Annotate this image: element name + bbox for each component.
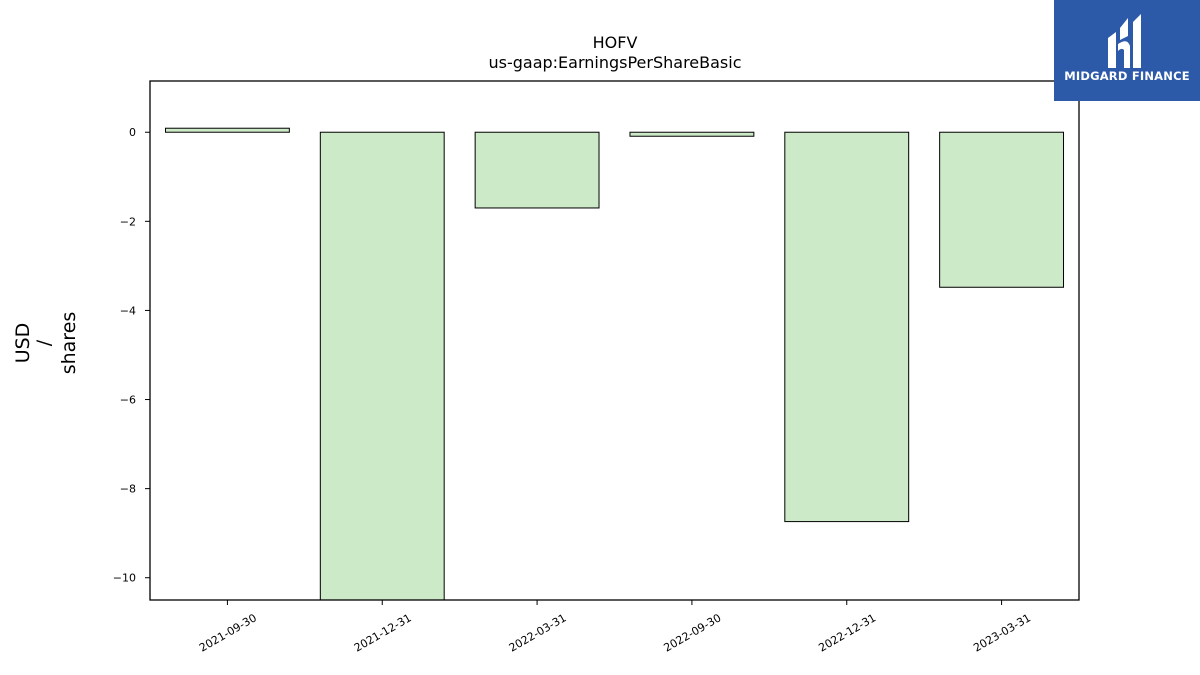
y-axis-label-line-3: shares xyxy=(58,312,80,375)
bar-2022-03-31 xyxy=(474,131,600,209)
bar-2021-09-30 xyxy=(164,127,290,133)
x-tick-label: 2021-09-30 xyxy=(197,611,259,654)
y-tick-label: −8 xyxy=(120,483,136,496)
bar-2021-12-31 xyxy=(319,131,445,601)
x-tick-label: 2022-12-31 xyxy=(816,611,878,654)
plot-frame xyxy=(149,80,1080,601)
x-tick-label: 2022-09-30 xyxy=(662,611,724,654)
y-axis-label-line-2: / xyxy=(33,339,55,346)
bar-2022-12-31 xyxy=(784,131,910,523)
y-tick-label: −4 xyxy=(120,304,136,317)
y-axis-label-line-1: USD xyxy=(12,323,34,364)
y-axis-label: USD / shares xyxy=(12,312,80,375)
y-tick-label: −6 xyxy=(120,394,136,407)
y-axis-ticks: 0 −2 −4 −6 −8 −10 xyxy=(113,126,150,585)
bar-2023-03-31 xyxy=(939,131,1065,288)
y-tick-label: −2 xyxy=(120,215,136,228)
chart-title: HOFV xyxy=(593,33,638,52)
chart-subtitle: us-gaap:EarningsPerShareBasic xyxy=(488,53,741,72)
x-tick-label: 2023-03-31 xyxy=(971,611,1033,654)
x-tick-label: 2021-12-31 xyxy=(352,611,414,654)
y-tick-label: −10 xyxy=(113,572,136,585)
y-tick-label: 0 xyxy=(129,126,136,139)
bar-series xyxy=(164,127,1065,601)
brand-logo-mark xyxy=(1054,0,1200,101)
brand-logo-text: MIDGARD FINANCE xyxy=(1064,69,1190,83)
brand-logo: MIDGARD FINANCE xyxy=(1054,0,1200,101)
x-tick-label: 2022-03-31 xyxy=(507,611,569,654)
bar-2022-09-30 xyxy=(629,131,755,137)
x-axis-ticks: 2021-09-30 2021-12-31 2022-03-31 2022-09-30… xyxy=(197,600,1033,655)
